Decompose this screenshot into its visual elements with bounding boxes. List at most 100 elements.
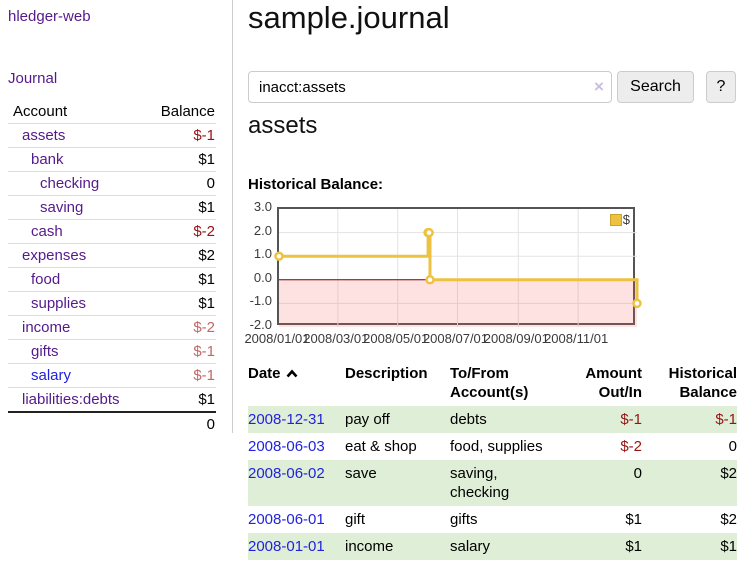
main-content: sample.journal × Search ? assets Histori…: [244, 0, 737, 582]
account-link-expenses[interactable]: expenses: [22, 247, 87, 264]
chart-point: [632, 298, 642, 309]
account-balance: $-1: [147, 339, 216, 364]
chart-title: Historical Balance:: [248, 176, 384, 193]
chart-plot-area: $: [274, 207, 642, 327]
transaction-date-link[interactable]: 2008-12-31: [248, 411, 325, 428]
account-row: checking 0: [8, 171, 216, 196]
transaction-amount: 0: [562, 460, 642, 506]
account-balance: $-1: [147, 123, 216, 148]
transaction-balance: $-1: [642, 406, 737, 433]
transaction-accounts: gifts: [450, 511, 478, 528]
transaction-date-link[interactable]: 2008-06-01: [248, 511, 325, 528]
transaction-accounts: debts: [450, 406, 562, 433]
account-link-income[interactable]: income: [22, 319, 71, 336]
transaction-description: income: [345, 533, 450, 560]
chart-point: [425, 275, 435, 285]
account-heading: assets: [248, 112, 318, 139]
sidebar: hledger-web Journal Account Balance asse…: [0, 0, 232, 582]
clear-search-icon[interactable]: ×: [594, 77, 604, 96]
account-balance: $1: [147, 387, 216, 413]
chart-legend-label: $: [622, 212, 630, 227]
transaction-balance: 0: [728, 438, 737, 455]
accounts-total-value: 0: [147, 411, 216, 436]
chart-x-tick-label: 2008/07/01: [422, 331, 489, 346]
account-link-liabilities-debts[interactable]: liabilities:debts: [22, 391, 120, 408]
help-button[interactable]: ?: [706, 71, 736, 103]
search-form: × Search ?: [248, 71, 737, 103]
chart-legend: $: [609, 212, 630, 227]
register-header-date[interactable]: Date: [248, 360, 345, 406]
search-button[interactable]: Search: [617, 71, 694, 103]
register-row: 2008-01-01 income salary $1 $1: [248, 533, 737, 560]
account-link-saving[interactable]: saving: [40, 199, 84, 216]
transaction-balance: $2: [720, 511, 737, 528]
account-balance: $1: [147, 195, 216, 220]
account-link-salary[interactable]: salary: [31, 367, 72, 384]
chart-point: [424, 227, 434, 238]
register-header-balance: Historical Balance: [668, 365, 737, 401]
chart-legend-swatch-icon: [609, 213, 622, 226]
account-row: saving $1: [8, 195, 216, 220]
account-row: food $1: [8, 267, 216, 292]
account-link-gifts[interactable]: gifts: [31, 343, 59, 360]
accounts-header-balance: Balance: [147, 100, 216, 124]
accounts-table-header: Account Balance: [8, 100, 216, 124]
account-balance: $1: [147, 267, 216, 292]
account-row: salary $-1: [8, 363, 216, 388]
account-link-assets[interactable]: assets: [22, 127, 66, 144]
chart-y-tick-label: -2.0: [249, 317, 272, 332]
account-link-cash[interactable]: cash: [31, 223, 63, 240]
account-balance: $-1: [147, 363, 216, 388]
transaction-date-link[interactable]: 2008-01-01: [248, 538, 325, 555]
register-header-amount: Amount Out/In: [585, 365, 642, 401]
register-row: 2008-06-02 save saving, checking 0 $2: [248, 460, 737, 506]
chart-y-tick-label: 3.0: [253, 199, 272, 214]
account-row: income $-2: [8, 315, 216, 340]
chart-x-tick-label: 2008/01/01: [244, 331, 310, 346]
sidebar-item-journal[interactable]: Journal: [8, 70, 58, 87]
account-row: gifts $-1: [8, 339, 216, 364]
account-link-checking[interactable]: checking: [40, 175, 100, 192]
app-title: hledger-web: [8, 8, 91, 25]
transaction-date-link[interactable]: 2008-06-02: [248, 465, 325, 482]
account-link-supplies[interactable]: supplies: [31, 295, 87, 312]
chart-negative-region: [279, 279, 637, 327]
transaction-accounts: food, supplies: [450, 438, 543, 455]
chart-y-tick-label: -1.0: [249, 293, 272, 309]
account-row: bank $1: [8, 147, 216, 172]
account-row: liabilities:debts $1: [8, 387, 216, 413]
account-balance: $-2: [147, 315, 216, 340]
register-row: 2008-06-03 eat & shop food, supplies $-2…: [248, 433, 737, 460]
transaction-date-link[interactable]: 2008-06-03: [248, 438, 325, 455]
transaction-description: pay off: [345, 406, 450, 433]
transaction-balance: $1: [642, 533, 737, 560]
accounts-total-row: 0: [8, 411, 216, 436]
account-balance: $1: [147, 147, 216, 172]
transaction-description: save: [345, 460, 450, 506]
chart-y-tick-label: 0.0: [253, 269, 272, 285]
search-input[interactable]: [248, 71, 612, 103]
account-row: cash $-2: [8, 219, 216, 244]
page-title: sample.journal: [248, 0, 450, 35]
account-link-bank[interactable]: bank: [31, 151, 64, 168]
transaction-amount: $-2: [620, 438, 642, 455]
transaction-amount: $1: [562, 533, 642, 560]
sort-ascending-icon: [286, 364, 298, 383]
account-balance: $1: [147, 291, 216, 316]
sidebar-divider: [232, 0, 233, 433]
transaction-amount: $-1: [562, 406, 642, 433]
chart-x-tick-label: 2008/09/01: [483, 331, 549, 346]
account-row: assets $-1: [8, 123, 216, 148]
chart-x-tick-label: 2008/05/01: [363, 331, 429, 346]
account-balance: 0: [147, 171, 216, 196]
account-row: expenses $2: [8, 243, 216, 268]
transaction-amount: $1: [625, 511, 642, 528]
transaction-balance: $2: [642, 460, 737, 506]
chart-x-tick-label: 2008/11/01: [544, 331, 609, 346]
register-header-description: Description: [345, 365, 428, 382]
account-link-food[interactable]: food: [31, 271, 61, 288]
accounts-header-account: Account: [8, 100, 148, 124]
chart-x-tick-label: 2008/03/01: [303, 331, 369, 346]
register-row: 2008-06-01 gift gifts $1 $2: [248, 506, 737, 533]
historical-balance-chart: $ 3.0 2.0 1.0 0.0 -1.0 -2.0 2008/01/01 2008/03/…: [244, 199, 668, 350]
